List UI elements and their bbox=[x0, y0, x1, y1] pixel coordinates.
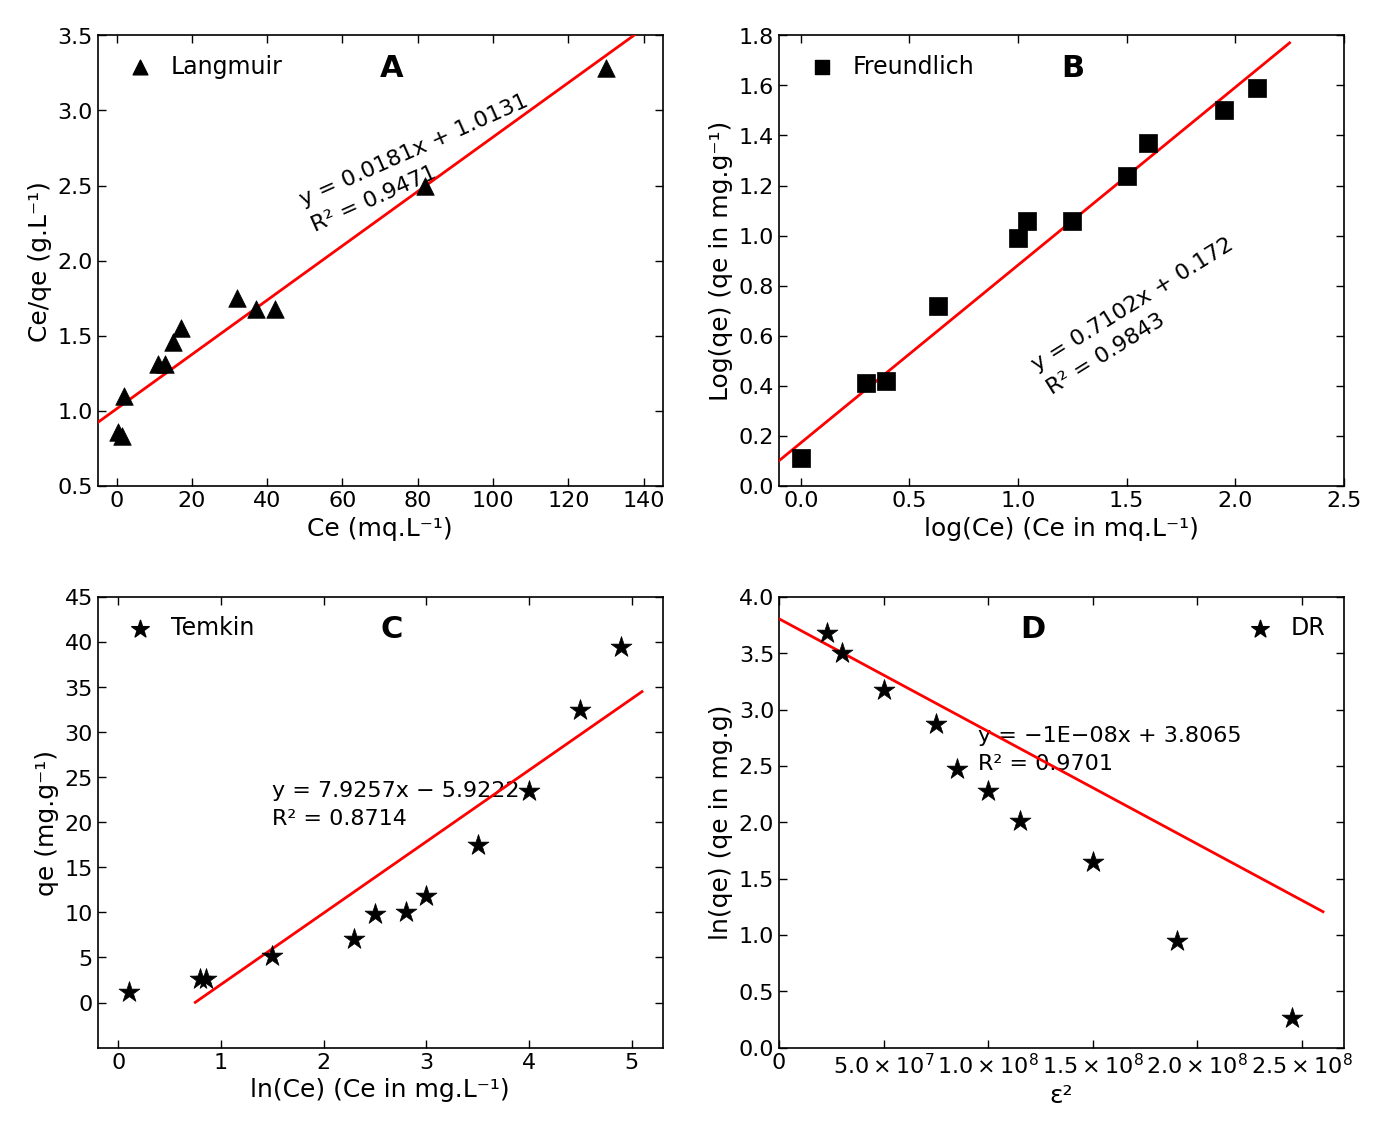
Legend: Langmuir: Langmuir bbox=[110, 48, 290, 86]
Point bbox=[926, 297, 949, 316]
Legend: Freundlich: Freundlich bbox=[790, 48, 981, 86]
Point bbox=[569, 700, 592, 718]
Text: y = −1E−08x + 3.8065
R² = 0.9701: y = −1E−08x + 3.8065 R² = 0.9701 bbox=[978, 725, 1242, 773]
Point bbox=[925, 715, 947, 733]
Point bbox=[111, 428, 133, 446]
Point bbox=[1015, 212, 1038, 230]
Point bbox=[226, 289, 249, 308]
Point bbox=[594, 60, 617, 78]
Point bbox=[1082, 852, 1104, 871]
Point bbox=[169, 319, 192, 337]
Point bbox=[815, 624, 838, 642]
Y-axis label: ln(qe) (qe in mg.g): ln(qe) (qe in mg.g) bbox=[708, 705, 733, 940]
Text: D: D bbox=[1021, 615, 1046, 645]
Point bbox=[163, 333, 185, 351]
Point bbox=[789, 449, 811, 468]
Point bbox=[107, 423, 129, 442]
Point bbox=[976, 782, 999, 800]
Point bbox=[1007, 229, 1029, 247]
Point bbox=[946, 760, 968, 779]
Point bbox=[264, 300, 286, 318]
Legend: DR: DR bbox=[1228, 609, 1332, 647]
Point bbox=[194, 970, 217, 989]
Point bbox=[1246, 79, 1268, 98]
Point bbox=[117, 983, 139, 1001]
X-axis label: ε²: ε² bbox=[1050, 1083, 1072, 1108]
Text: B: B bbox=[1061, 53, 1083, 83]
Point bbox=[1281, 1009, 1303, 1027]
Text: A: A bbox=[379, 53, 403, 83]
Point bbox=[1165, 932, 1188, 950]
X-axis label: Ce (mq.L⁻¹): Ce (mq.L⁻¹) bbox=[307, 516, 453, 540]
Point bbox=[343, 930, 365, 948]
Point bbox=[1138, 134, 1160, 152]
Point bbox=[189, 970, 211, 989]
X-axis label: log(Ce) (Ce in mq.L⁻¹): log(Ce) (Ce in mq.L⁻¹) bbox=[924, 516, 1199, 540]
Text: C: C bbox=[381, 615, 403, 645]
Point bbox=[154, 355, 176, 373]
X-axis label: ln(Ce) (Ce in mg.L⁻¹): ln(Ce) (Ce in mg.L⁻¹) bbox=[250, 1078, 510, 1102]
Y-axis label: Ce/qe (g.L⁻¹): Ce/qe (g.L⁻¹) bbox=[28, 180, 51, 342]
Point bbox=[467, 835, 489, 854]
Legend: Temkin: Temkin bbox=[110, 609, 261, 647]
Point bbox=[147, 355, 169, 373]
Point bbox=[1213, 102, 1235, 120]
Point bbox=[261, 947, 283, 965]
Point bbox=[1115, 167, 1138, 185]
Y-axis label: Log(qe) (qe in mg.g⁻¹): Log(qe) (qe in mg.g⁻¹) bbox=[708, 121, 733, 401]
Text: y = 0.0181x + 1.0131
R² = 0.9471: y = 0.0181x + 1.0131 R² = 0.9471 bbox=[297, 91, 543, 236]
Point bbox=[244, 300, 267, 318]
Point bbox=[1061, 212, 1083, 230]
Point bbox=[831, 645, 853, 663]
Y-axis label: qe (mg.g⁻¹): qe (mg.g⁻¹) bbox=[35, 749, 58, 896]
Point bbox=[518, 782, 540, 800]
Point bbox=[1008, 813, 1031, 831]
Point bbox=[872, 682, 895, 700]
Point bbox=[113, 387, 135, 405]
Point bbox=[394, 903, 417, 922]
Point bbox=[415, 888, 438, 906]
Text: y = 7.9257x − 5.9222
R² = 0.8714: y = 7.9257x − 5.9222 R² = 0.8714 bbox=[272, 781, 519, 829]
Text: y = 0.7102x + 0.172
R² = 0.9843: y = 0.7102x + 0.172 R² = 0.9843 bbox=[1029, 234, 1251, 398]
Point bbox=[874, 372, 896, 390]
Point bbox=[610, 638, 632, 656]
Point bbox=[854, 375, 876, 393]
Point bbox=[364, 906, 386, 924]
Point bbox=[414, 177, 436, 195]
